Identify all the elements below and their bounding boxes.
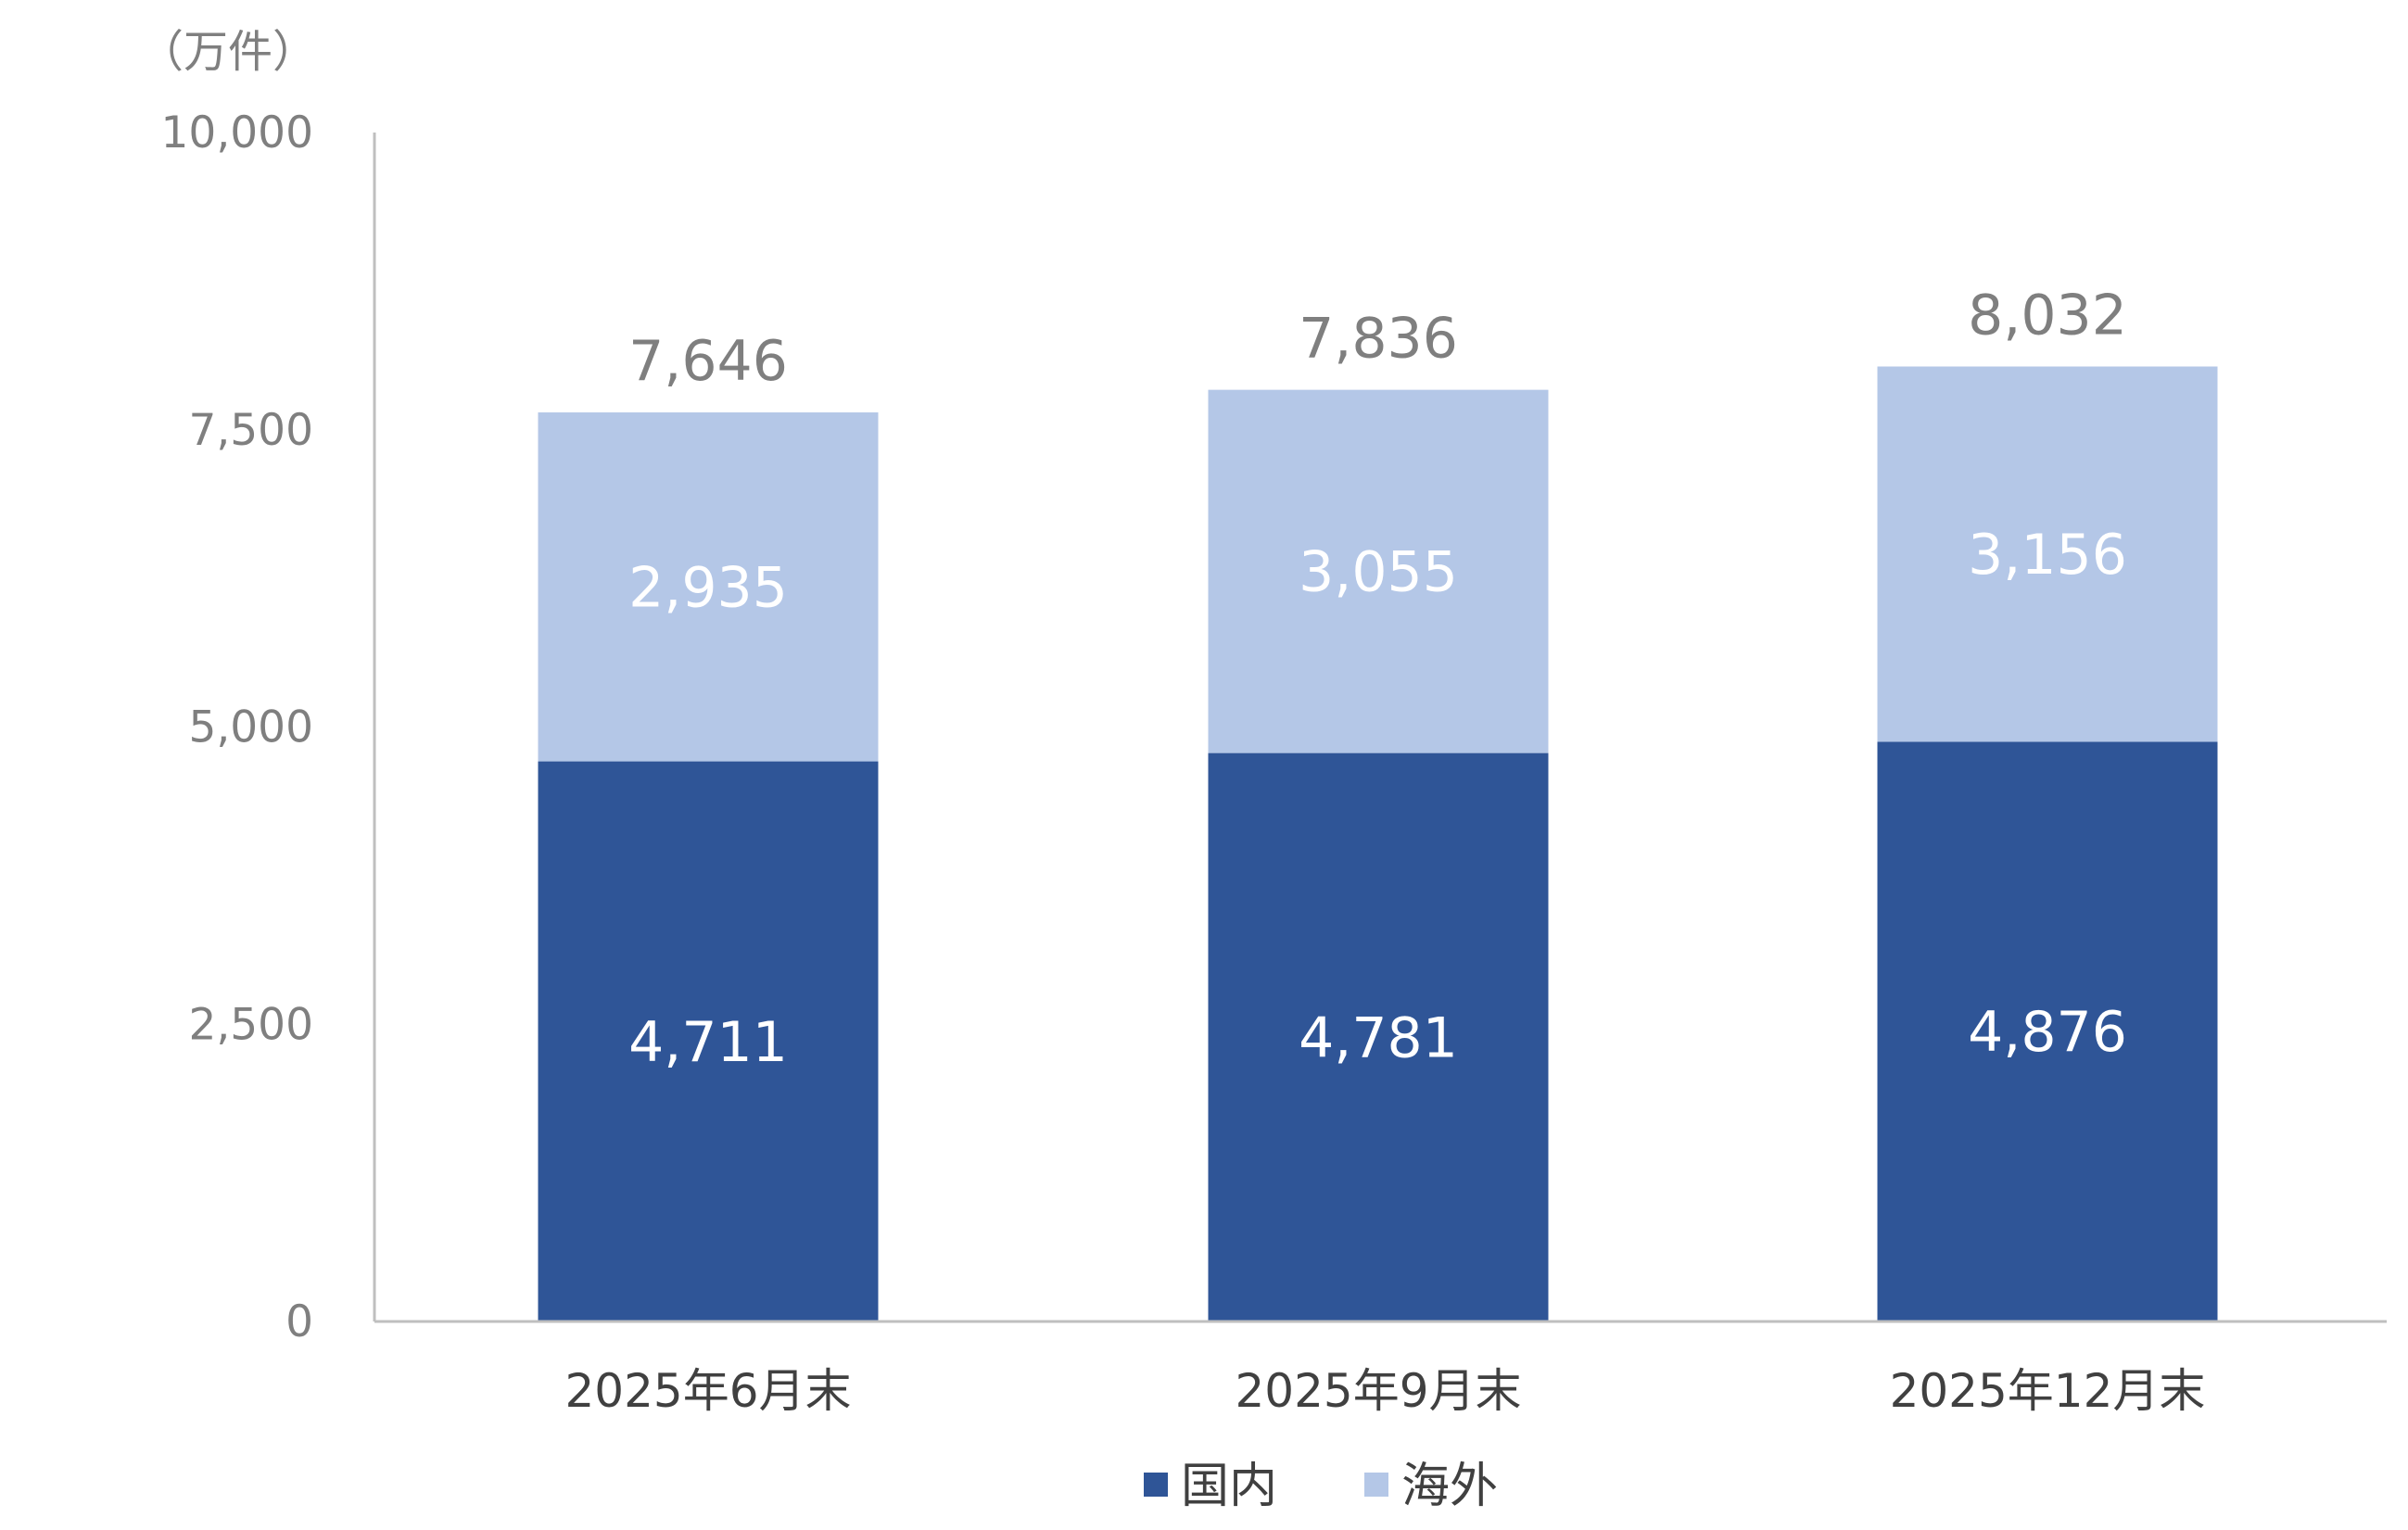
x-axis-category-labels: 2025年6月末 2025年9月末 2025年12月末 [564,1364,2205,1418]
y-tick-label: 5,000 [188,702,313,753]
legend-item: 国内 [1144,1459,1277,1514]
bar-group: 4,876 3,156 8,032 [1877,283,2218,1321]
legend: 国内 海外 [1144,1459,1498,1514]
bar-data-label: 2,935 [628,555,788,620]
x-category-label: 2025年12月末 [1890,1364,2206,1418]
y-tick-label: 10,000 [161,107,313,158]
bar-segment-overseas [1208,389,1549,753]
bar-data-label: 4,781 [1299,1005,1458,1070]
x-category-label: 2025年9月末 [1235,1364,1521,1418]
bar-total-label: 7,646 [628,329,788,394]
bar-data-label: 4,711 [628,1010,788,1075]
legend-item: 海外 [1364,1459,1498,1514]
bar-total-label: 8,032 [1968,283,2127,348]
bar-total-label: 7,836 [1299,307,1458,372]
y-axis-ticks: 0 2,500 5,000 7,500 10,000 [161,107,313,1347]
bar-group: 4,781 3,055 7,836 [1208,307,1549,1321]
bar-segment-domestic [1877,741,2218,1321]
bar-segment-overseas [538,412,879,762]
bar-group: 4,711 2,935 7,646 [538,329,879,1321]
legend-label: 国内 [1181,1459,1277,1514]
bar-segment-domestic [1208,752,1549,1321]
y-tick-label: 7,500 [188,405,313,456]
bar-segment-domestic [538,761,879,1321]
bar-data-label: 3,156 [1968,523,2127,588]
legend-swatch [1144,1473,1168,1497]
y-axis-unit-label: （万件） [139,26,317,78]
legend-label: 海外 [1401,1459,1498,1514]
bar-data-label: 4,876 [1968,1000,2127,1065]
bar-segment-overseas [1877,366,2218,742]
bar-groups: 4,711 2,935 7,646 4,781 3,055 7,836 4,876 3,156… [538,283,2218,1321]
legend-swatch [1364,1473,1388,1497]
y-tick-label: 2,500 [188,999,313,1050]
x-category-label: 2025年6月末 [564,1364,851,1418]
bar-data-label: 3,055 [1299,540,1458,605]
y-tick-label: 0 [285,1296,313,1347]
